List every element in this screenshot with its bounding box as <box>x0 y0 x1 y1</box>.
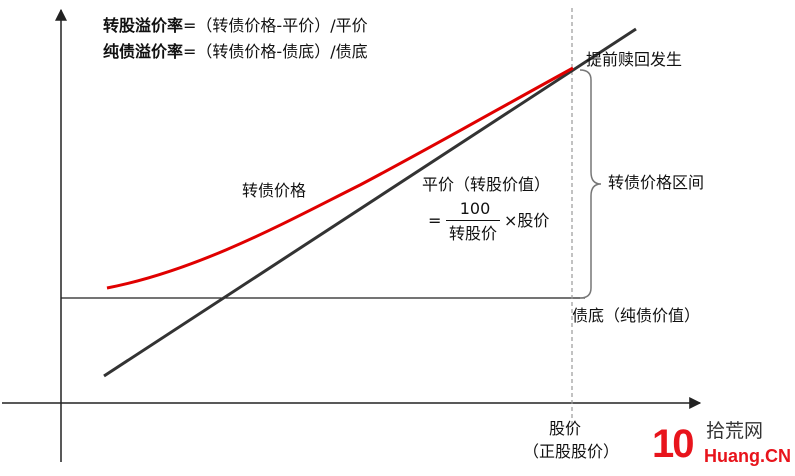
conversion-premium-formula: 转股溢价率=（转债价格-平价）/平价 <box>103 18 368 34</box>
parity-equals: = <box>428 211 442 230</box>
bond-floor-label: 债底（纯债价值） <box>572 306 701 325</box>
price-range-brace <box>579 69 602 299</box>
conversion-premium-term: 转股溢价率 <box>103 16 184 35</box>
bond-premium-formula: 纯债溢价率=（转债价格-债底）/债底 <box>103 44 368 60</box>
cb-price-range-label: 转债价格区间 <box>608 173 705 192</box>
parity-numerator: 100 <box>459 199 491 218</box>
x-axis-subtitle: （正股股价） <box>523 442 620 461</box>
parity-times-price: ×股价 <box>504 211 550 230</box>
x-axis-title: 股价 <box>549 419 582 438</box>
fraction-bar <box>446 220 500 221</box>
watermark-logo: 10 拾荒网 Huang.CN <box>652 420 792 470</box>
cb-price-label: 转债价格 <box>242 181 307 200</box>
bond-premium-expression: =（转债价格-债底）/债底 <box>183 42 368 61</box>
early-redemption-label: 提前赎回发生 <box>586 50 683 69</box>
cb-price-curve <box>106 66 574 290</box>
parity-label: 平价（转股价值） <box>422 175 551 194</box>
logo-en-text: Huang.CN <box>704 446 791 466</box>
logo-cn-text: 拾荒网 <box>706 420 764 442</box>
parity-denominator: 转股价 <box>448 224 497 243</box>
logo-number: 10 <box>652 422 694 466</box>
parity-line <box>103 27 637 378</box>
conversion-premium-expression: =（转债价格-平价）/平价 <box>183 16 368 35</box>
bond-premium-term: 纯债溢价率 <box>103 42 184 61</box>
